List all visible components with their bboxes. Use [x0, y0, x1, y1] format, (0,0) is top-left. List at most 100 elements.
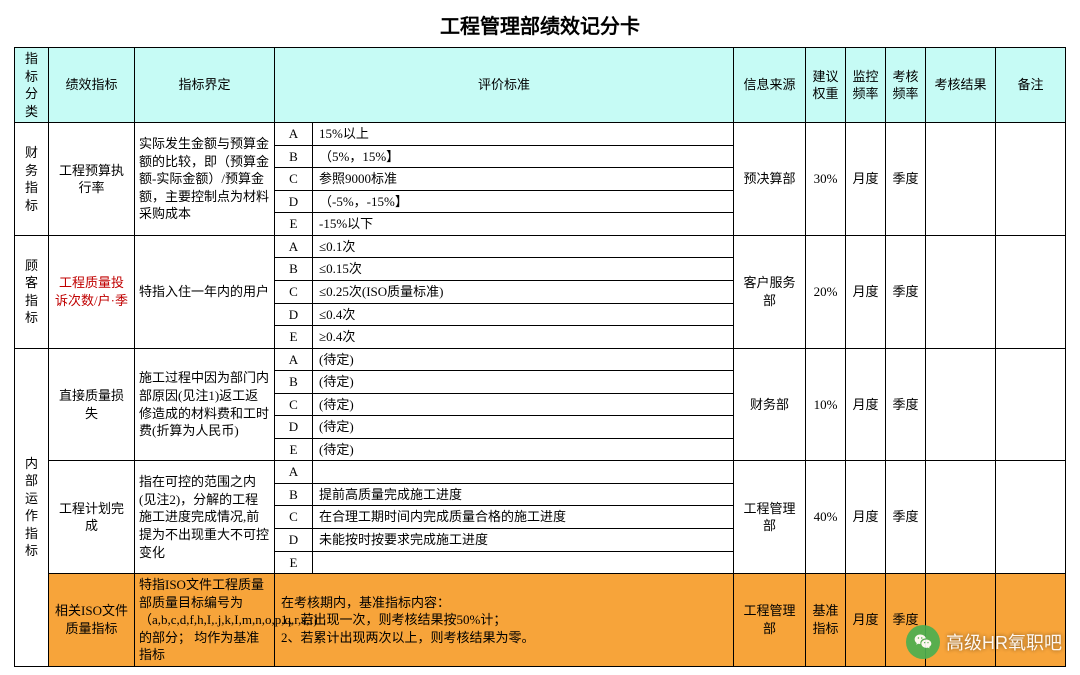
source-cell: 工程管理部	[734, 574, 806, 667]
criteria-desc-cell: -15%以下	[313, 213, 734, 236]
table-row: 财务指标工程预算执行率实际发生金额与预算金额的比较，即（预算金额-实际金额）/预…	[15, 123, 1066, 146]
definition-cell: 实际发生金额与预算金额的比较，即（预算金额-实际金额）/预算金额，主要控制点为材…	[135, 123, 275, 236]
kpi-cell: 工程预算执行率	[49, 123, 135, 236]
kpi-cell: 相关ISO文件质量指标	[49, 574, 135, 667]
kpi-cell: 工程计划完成	[49, 461, 135, 574]
grade-cell: C	[275, 393, 313, 416]
criteria-desc-cell: ≤0.1次	[313, 235, 734, 258]
criteria-desc-cell: 参照9000标准	[313, 168, 734, 191]
criteria-desc-cell: (待定)	[313, 416, 734, 439]
monitor-cell: 月度	[846, 123, 886, 236]
col-weight: 建议权重	[806, 48, 846, 123]
page-title: 工程管理部绩效记分卡	[14, 10, 1066, 39]
col-source: 信息来源	[734, 48, 806, 123]
grade-cell: C	[275, 281, 313, 304]
grade-cell: B	[275, 258, 313, 281]
category-cell: 内部运作指标	[15, 348, 49, 666]
grade-cell: B	[275, 371, 313, 394]
monitor-cell: 月度	[846, 235, 886, 348]
criteria-desc-cell: 15%以上	[313, 123, 734, 146]
weight-cell: 30%	[806, 123, 846, 236]
result-cell	[926, 461, 996, 574]
grade-cell: C	[275, 506, 313, 529]
result-cell	[926, 123, 996, 236]
table-row: 内部运作指标直接质量损失施工过程中因为部门内部原因(见注1)返工返修造成的材料费…	[15, 348, 1066, 371]
criteria-desc-cell: ≤0.15次	[313, 258, 734, 281]
remark-cell	[996, 123, 1066, 236]
remark-cell	[996, 574, 1066, 667]
definition-cell: 特指入住一年内的用户	[135, 235, 275, 348]
grade-cell: C	[275, 168, 313, 191]
result-cell	[926, 235, 996, 348]
table-body: 财务指标工程预算执行率实际发生金额与预算金额的比较，即（预算金额-实际金额）/预…	[15, 123, 1066, 667]
criteria-desc-cell: 在合理工期时间内完成质量合格的施工进度	[313, 506, 734, 529]
criteria-desc-cell	[313, 461, 734, 484]
category-cell: 顾客指标	[15, 235, 49, 348]
kpi-cell: 工程质量投诉次数/户·季	[49, 235, 135, 348]
criteria-desc-cell: (待定)	[313, 393, 734, 416]
grade-cell: E	[275, 438, 313, 461]
definition-cell: 特指ISO文件工程质量部质量目标编号为（a,b,c,d,f,h,I,.j,k,I…	[135, 574, 275, 667]
table-header: 指标分类 绩效指标 指标界定 评价标准 信息来源 建议权重 监控频率 考核频率 …	[15, 48, 1066, 123]
table-row: 工程计划完成指在可控的范围之内(见注2)，分解的工程施工进度完成情况,前提为不出…	[15, 461, 1066, 484]
criteria-desc-cell: ≤0.25次(ISO质量标准)	[313, 281, 734, 304]
remark-cell	[996, 235, 1066, 348]
check-cell: 季度	[886, 461, 926, 574]
source-cell: 客户服务部	[734, 235, 806, 348]
scorecard-table: 指标分类 绩效指标 指标界定 评价标准 信息来源 建议权重 监控频率 考核频率 …	[14, 47, 1066, 667]
definition-cell: 施工过程中因为部门内部原因(见注1)返工返修造成的材料费和工时费(折算为人民币)	[135, 348, 275, 461]
result-cell	[926, 574, 996, 667]
grade-cell: D	[275, 190, 313, 213]
grade-cell: B	[275, 483, 313, 506]
grade-cell: A	[275, 235, 313, 258]
weight-cell: 20%	[806, 235, 846, 348]
criteria-desc-cell: 未能按时按要求完成施工进度	[313, 529, 734, 552]
monitor-cell: 月度	[846, 574, 886, 667]
check-cell: 季度	[886, 235, 926, 348]
grade-cell: E	[275, 326, 313, 349]
kpi-cell: 直接质量损失	[49, 348, 135, 461]
criteria-desc-cell: 提前高质量完成施工进度	[313, 483, 734, 506]
source-cell: 财务部	[734, 348, 806, 461]
weight-cell: 10%	[806, 348, 846, 461]
check-cell: 季度	[886, 123, 926, 236]
remark-cell	[996, 348, 1066, 461]
table-row: 顾客指标工程质量投诉次数/户·季特指入住一年内的用户A≤0.1次客户服务部20%…	[15, 235, 1066, 258]
col-monitor: 监控频率	[846, 48, 886, 123]
source-cell: 工程管理部	[734, 461, 806, 574]
criteria-desc-cell: ≤0.4次	[313, 303, 734, 326]
weight-cell: 基准指标	[806, 574, 846, 667]
grade-cell: E	[275, 551, 313, 574]
grade-cell: E	[275, 213, 313, 236]
col-category: 指标分类	[15, 48, 49, 123]
criteria-desc-cell: （-5%，-15%】	[313, 190, 734, 213]
grade-cell: A	[275, 461, 313, 484]
criteria-cell: 在考核期内，基准指标内容： 1、若出现一次，则考核结果按50%计； 2、若累计出…	[275, 574, 734, 667]
monitor-cell: 月度	[846, 461, 886, 574]
grade-cell: A	[275, 348, 313, 371]
source-cell: 预决算部	[734, 123, 806, 236]
criteria-desc-cell	[313, 551, 734, 574]
criteria-desc-cell: (待定)	[313, 348, 734, 371]
category-cell: 财务指标	[15, 123, 49, 236]
criteria-desc-cell: （5%，15%】	[313, 145, 734, 168]
weight-cell: 40%	[806, 461, 846, 574]
criteria-desc-cell: (待定)	[313, 371, 734, 394]
criteria-desc-cell: ≥0.4次	[313, 326, 734, 349]
col-definition: 指标界定	[135, 48, 275, 123]
grade-cell: A	[275, 123, 313, 146]
criteria-desc-cell: (待定)	[313, 438, 734, 461]
remark-cell	[996, 461, 1066, 574]
grade-cell: D	[275, 529, 313, 552]
grade-cell: D	[275, 303, 313, 326]
col-kpi: 绩效指标	[49, 48, 135, 123]
check-cell: 季度	[886, 574, 926, 667]
check-cell: 季度	[886, 348, 926, 461]
grade-cell: B	[275, 145, 313, 168]
col-check: 考核频率	[886, 48, 926, 123]
col-criteria: 评价标准	[275, 48, 734, 123]
grade-cell: D	[275, 416, 313, 439]
definition-cell: 指在可控的范围之内(见注2)，分解的工程施工进度完成情况,前提为不出现重大不可控…	[135, 461, 275, 574]
col-result: 考核结果	[926, 48, 996, 123]
result-cell	[926, 348, 996, 461]
